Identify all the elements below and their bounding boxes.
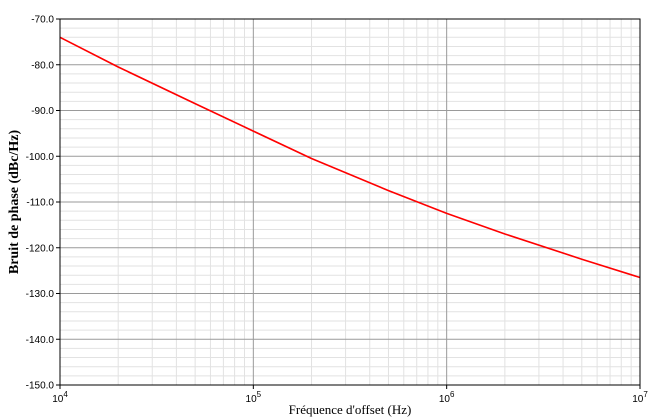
plot-frame xyxy=(59,18,641,386)
x-axis-label: Fréquence d'offset (Hz) xyxy=(289,402,412,417)
x-tick-base: 10 xyxy=(246,394,258,405)
grid xyxy=(59,18,641,386)
y-axis-ticks: -70.0 -80.0 -90.0 -100.0 -110.0 -120.0 -130.0 -… xyxy=(26,15,60,392)
series-group xyxy=(59,36,641,279)
x-tick-label: 104 xyxy=(52,390,68,405)
x-tick-base: 10 xyxy=(52,394,64,405)
y-tick-label: -120.0 xyxy=(26,243,55,254)
y-tick-label: -90.0 xyxy=(31,106,54,117)
x-axis-ticks: 104 105 106 107 xyxy=(52,385,648,405)
y-axis-label: Bruit de phase (dBc/Hz) xyxy=(7,130,22,275)
x-tick-exponent: 6 xyxy=(450,390,455,399)
x-tick-exponent: 5 xyxy=(257,390,262,399)
x-tick-exponent: 4 xyxy=(63,390,68,399)
x-tick-exponent: 7 xyxy=(643,390,648,399)
y-tick-label: -110.0 xyxy=(26,198,54,209)
x-tick-label: 106 xyxy=(439,390,455,405)
y-tick-label: -150.0 xyxy=(26,381,55,392)
y-tick-label: -140.0 xyxy=(26,335,55,346)
x-tick-base: 10 xyxy=(439,394,451,405)
y-tick-label: -80.0 xyxy=(31,60,54,71)
x-tick-base: 10 xyxy=(632,394,644,405)
y-tick-label: -70.0 xyxy=(31,15,54,26)
series-line xyxy=(59,36,641,279)
x-tick-label: 105 xyxy=(246,390,262,405)
y-tick-label: -130.0 xyxy=(26,289,55,300)
y-tick-label: -100.0 xyxy=(26,152,55,163)
x-tick-label: 107 xyxy=(632,390,648,405)
